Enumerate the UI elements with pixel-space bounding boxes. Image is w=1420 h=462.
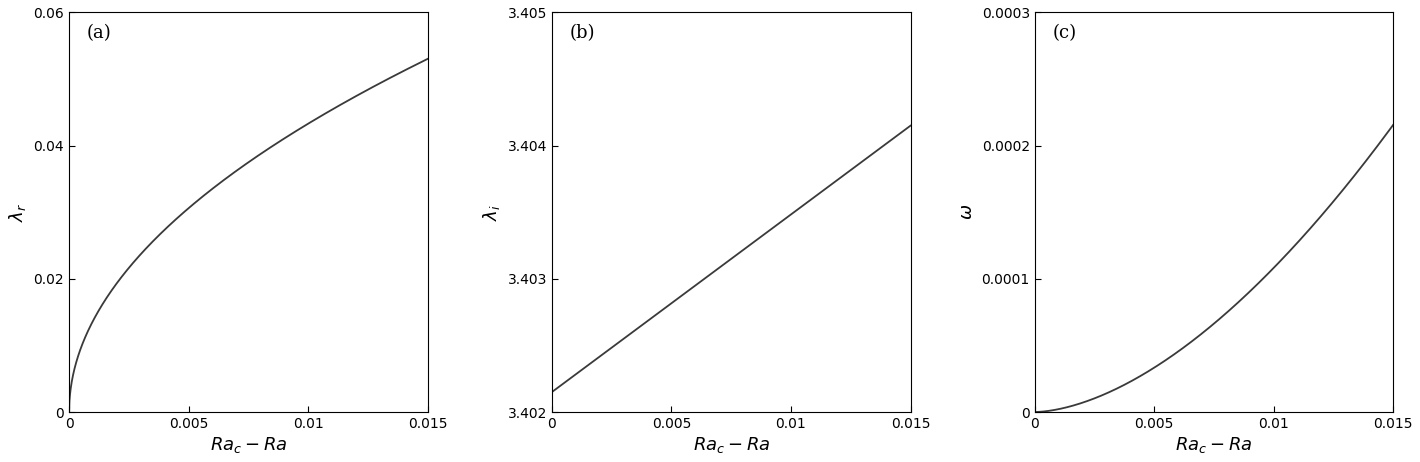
Text: (a): (a)	[87, 24, 112, 43]
X-axis label: $Ra_c - Ra$: $Ra_c - Ra$	[693, 435, 770, 455]
X-axis label: $Ra_c - Ra$: $Ra_c - Ra$	[1176, 435, 1252, 455]
Text: (b): (b)	[569, 24, 595, 43]
Y-axis label: $\lambda_i$: $\lambda_i$	[481, 204, 503, 221]
Y-axis label: $\omega$: $\omega$	[959, 204, 976, 220]
Y-axis label: $\lambda_r$: $\lambda_r$	[7, 203, 28, 222]
X-axis label: $Ra_c - Ra$: $Ra_c - Ra$	[210, 435, 287, 455]
Text: (c): (c)	[1052, 24, 1076, 43]
